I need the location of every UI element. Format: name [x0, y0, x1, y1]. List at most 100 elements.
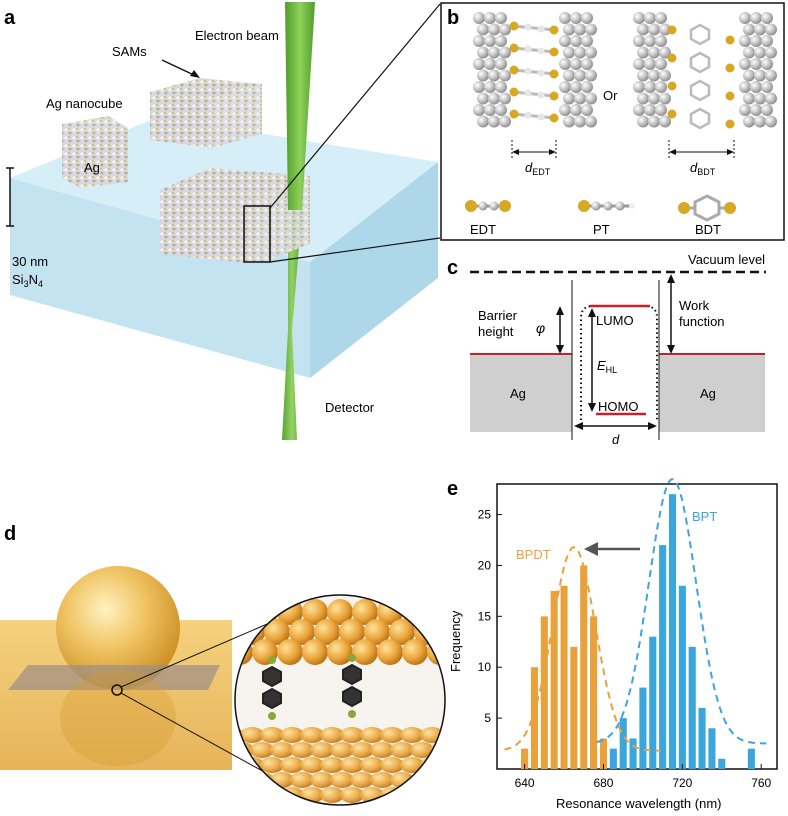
ag-atom	[754, 23, 766, 36]
barrier-label-1: Barrier	[478, 308, 518, 323]
gold-atom	[250, 742, 274, 758]
histogram-bar-bpdt	[570, 646, 578, 769]
substrate-front	[10, 178, 310, 378]
ehl-arrow-down	[588, 403, 596, 412]
ag-atom	[559, 12, 571, 24]
ag-atom	[765, 69, 777, 82]
ag-atom	[739, 12, 751, 24]
vacuum-level-label: Vacuum level	[688, 252, 765, 267]
ag-atom	[655, 12, 667, 24]
ag-atom	[655, 58, 667, 70]
ag-atom	[761, 35, 773, 47]
ag-atom	[765, 46, 777, 59]
work-function-label-2: function	[679, 314, 725, 329]
gold-atom	[340, 757, 364, 773]
pt-molecule	[578, 200, 635, 212]
x-tick-label: 760	[751, 776, 771, 790]
shift-arrow-head	[584, 542, 598, 556]
ag-atom	[637, 46, 649, 59]
gold-atom	[330, 742, 354, 758]
ag-atom	[648, 23, 660, 36]
ag-atom	[765, 23, 777, 36]
ag-atom	[581, 81, 593, 93]
ag-atom	[761, 58, 773, 70]
gold-atom	[410, 742, 434, 758]
electron-beam-label: Electron beam	[195, 28, 279, 43]
d-edt-bracket	[511, 140, 557, 160]
gold-atom	[370, 772, 394, 788]
ag-atom	[765, 115, 777, 128]
y-tick-label: 5	[484, 711, 491, 725]
gold-atom	[310, 772, 334, 788]
carbon-atom	[524, 89, 532, 97]
carbon-atom	[537, 113, 545, 121]
ag-atom	[739, 81, 751, 93]
d-edt-label: dEDT	[525, 160, 551, 177]
gold-atom	[260, 787, 284, 803]
panel-c: c Vacuum level Barrier height φ LUMO EHL…	[447, 252, 766, 447]
sulfur-atom	[549, 91, 559, 101]
ag-atom	[574, 46, 586, 59]
histogram-bar-bpt	[698, 707, 706, 769]
ag-atom	[659, 23, 671, 36]
phi-label: φ	[536, 320, 545, 336]
work-function-arrow-down	[667, 345, 675, 354]
gold-atom	[440, 787, 445, 803]
d-arrow-left	[574, 422, 583, 430]
thickness-bracket	[6, 167, 14, 227]
ag-atom	[499, 69, 511, 82]
gold-atom	[289, 619, 315, 645]
x-tick-label: 720	[672, 776, 692, 790]
gold-atom	[402, 639, 428, 665]
ehl-arrow-up	[588, 308, 596, 317]
ag-atom	[574, 92, 586, 105]
ag-atom	[754, 115, 766, 128]
biphenyl-ring	[262, 665, 282, 688]
sulfur-atom	[725, 119, 735, 129]
detector-label: Detector	[325, 400, 375, 415]
gold-atom	[260, 727, 284, 743]
ag-atom	[644, 35, 656, 47]
panel-e-letter: e	[447, 478, 458, 500]
sulfur-atom	[549, 25, 559, 35]
ag-atom	[484, 12, 496, 24]
gold-atom	[260, 757, 284, 773]
thickness-label: 30 nm	[12, 254, 48, 269]
gold-atom	[340, 787, 364, 803]
ag-atom	[739, 58, 751, 70]
phi-arrow-down	[556, 345, 564, 354]
ag-atom	[585, 46, 597, 59]
ag-atom	[637, 115, 649, 128]
ag-atom	[648, 46, 660, 59]
ag-atom	[570, 12, 582, 24]
ag-atom	[499, 23, 511, 36]
ag-atom	[743, 69, 755, 82]
ag-atom	[563, 23, 575, 36]
work-function-label-1: Work	[679, 298, 710, 313]
ag-atom	[484, 58, 496, 70]
ag-atom	[473, 35, 485, 47]
benzene-ring	[689, 107, 711, 130]
gold-atom	[450, 772, 474, 788]
panel-b: b Or dEDT dBDT	[440, 2, 785, 241]
ag-atom	[659, 69, 671, 82]
ag-nanocube-pair-back	[150, 78, 262, 148]
ag-atom	[563, 92, 575, 105]
gold-atom	[389, 619, 415, 645]
benzene-ring	[689, 79, 711, 102]
ag-atom	[559, 104, 571, 116]
ag-atom	[574, 115, 586, 128]
ag-atom	[743, 92, 755, 105]
ag-atom	[570, 104, 582, 116]
ag-atom	[750, 35, 762, 47]
carbon-atom	[537, 91, 545, 99]
ag-atom	[637, 23, 649, 36]
ag-atom	[655, 81, 667, 93]
panel-b-letter: b	[447, 7, 459, 29]
ag-atom	[581, 35, 593, 47]
ag-atom	[585, 92, 597, 105]
ag-atom	[648, 69, 660, 82]
ag-atom	[754, 46, 766, 59]
gold-atom	[264, 619, 290, 645]
